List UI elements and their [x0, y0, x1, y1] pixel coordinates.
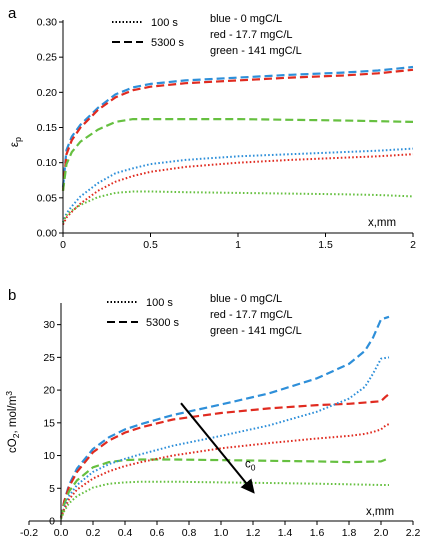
chart-b-c0-arrow-label: c0: [245, 459, 256, 473]
chart-a-x-tick-label: 0.5: [143, 239, 158, 251]
chart-b-c0-arrow: [180, 402, 255, 494]
chart-a-y-axis-label-main: ε: [9, 142, 21, 147]
chart-a-series-line-3: [62, 147, 414, 223]
chart-b-x-tick-label: 0.0: [54, 527, 69, 539]
chart-a-legend-color-label-1: red - 17.7 mgC/L: [210, 29, 293, 41]
chart-a-x-tick-label: 1: [235, 239, 241, 251]
chart-b-c0-label-sub: 0: [251, 463, 256, 473]
chart-b-legend-style-label-0: 100 s: [146, 297, 173, 309]
chart-a-y-axis-label-sub: p: [13, 137, 23, 142]
chart-a-y-tick-label: 0.05: [37, 192, 58, 204]
chart-b-y-axis-label-sup: 3: [4, 391, 14, 396]
chart-a-series-group: [61, 65, 414, 226]
chart-a-series-line-0: [61, 65, 414, 188]
chart-a-color-legend: blue - 0 mgC/L red - 17.7 mgC/L green - …: [210, 13, 302, 57]
chart-a-legend-color-label-0: blue - 0 mgC/L: [210, 13, 282, 25]
chart-a-x-tick-label: 1.5: [318, 239, 333, 251]
chart-b-series-line-0: [59, 315, 390, 518]
chart-a-style-legend: 100 s 5300 s: [112, 17, 185, 49]
chart-a-series-line-1: [61, 68, 414, 191]
chart-a-y-tick-label: 0.20: [37, 87, 58, 99]
chart-b-x-axis-label: x,mm: [366, 506, 394, 518]
chart-b-c0-label-main: c: [245, 459, 251, 471]
chart-b-panel-label: b: [8, 287, 16, 304]
chart-a-y-tick-label: 0.25: [37, 52, 58, 64]
chart-b-y-tick-label: 20: [43, 385, 55, 397]
chart-b-color-legend: blue - 0 mgC/L red - 17.7 mgC/L green - …: [210, 293, 302, 337]
chart-b-y-tick-label: 0: [49, 516, 55, 528]
chart-b-x-tick-label: 0.4: [118, 527, 133, 539]
chart-b-x-tick-label: 2.2: [406, 527, 421, 539]
chart-b-y-tick-label: 25: [43, 352, 55, 364]
chart-a-y-axis-label: εp: [9, 137, 23, 147]
chart-a-panel-label: a: [8, 5, 17, 22]
chart-a-series-line-2: [61, 117, 414, 191]
chart-b-y-tick-label: 30: [43, 319, 55, 331]
chart-b-y-axis-label-sub: 2: [11, 433, 21, 438]
chart-b-y-tick-label: 15: [43, 417, 55, 429]
chart-a-series-line-5: [62, 190, 414, 223]
chart-b-x-tick-label: 0.6: [150, 527, 165, 539]
chart-b-x-tick-label: 1.4: [278, 527, 293, 539]
chart-a-y-tick-label: 0.15: [37, 122, 58, 134]
chart-b-y-tick-label: 10: [43, 450, 55, 462]
chart-b-y-tick-label: 5: [49, 483, 55, 495]
chart-a-series-line-4: [62, 153, 414, 226]
chart-b-x-tick-label: 0.2: [86, 527, 101, 539]
chart-b-y-axis-label-mid: , mol/m: [7, 396, 19, 434]
chart-a-x-tick-label: 0: [60, 239, 66, 251]
chart-a-y-tick-label: 0.10: [37, 157, 58, 169]
chart-b-x-tick-label: 1.6: [310, 527, 325, 539]
chart-a-x-tick-label: 2: [410, 239, 416, 251]
chart-b-x-tick-label: 0.8: [182, 527, 197, 539]
chart-a-legend-style-label-1: 5300 s: [151, 37, 185, 49]
chart-a-y-tick-label: 0.30: [37, 17, 58, 29]
chart-b-series-group: [59, 315, 390, 520]
chart-b-series-line-5: [60, 480, 389, 520]
chart-b-series-line-4: [60, 423, 390, 519]
chart-b-series-line-1: [59, 393, 390, 518]
chart-b-ticks: 0 5 10 15 20 25 30 -0.2 0.0 0.2 0.4 0.6 0.8 1.0 1.2 1.4…: [20, 319, 420, 539]
chart-b-legend-color-label-0: blue - 0 mgC/L: [210, 293, 282, 305]
chart-b-x-tick-label: 1.8: [342, 527, 357, 539]
chart-b-x-tick-label: 1.2: [246, 527, 261, 539]
chart-a-legend-color-label-2: green - 141 mgC/L: [210, 45, 302, 57]
chart-a-legend-style-label-0: 100 s: [151, 17, 178, 29]
chart-a-ticks: 0.00 0.05 0.10 0.15 0.20 0.25 0.30 0 0.5 1 1.5 2: [37, 17, 417, 252]
chart-a-x-axis-label: x,mm: [368, 217, 396, 229]
chart-b-series-line-3: [60, 356, 390, 519]
chart-b-legend-color-label-1: red - 17.7 mgC/L: [210, 309, 293, 321]
chart-b-x-tick-label: 2.0: [374, 527, 389, 539]
chart-b-x-tick-label: 1.0: [214, 527, 229, 539]
chart-b-legend-color-label-2: green - 141 mgC/L: [210, 325, 302, 337]
chart-b-y-axis-label: cO2, mol/m3: [4, 391, 21, 453]
chart-a-y-tick-label: 0.00: [37, 228, 58, 240]
chart-a: a 0.000.050.100.150.200.250.300 0.5 1 1.5 2 …: [8, 5, 416, 251]
chart-b-style-legend: 100 s 5300 s: [107, 297, 180, 329]
chart-b-y-axis-label-prefix: cO: [7, 438, 19, 453]
chart-b-series-line-2: [59, 457, 390, 518]
chart-b-legend-style-label-1: 5300 s: [146, 317, 180, 329]
chart-b-x-tick-label: -0.2: [20, 527, 38, 539]
